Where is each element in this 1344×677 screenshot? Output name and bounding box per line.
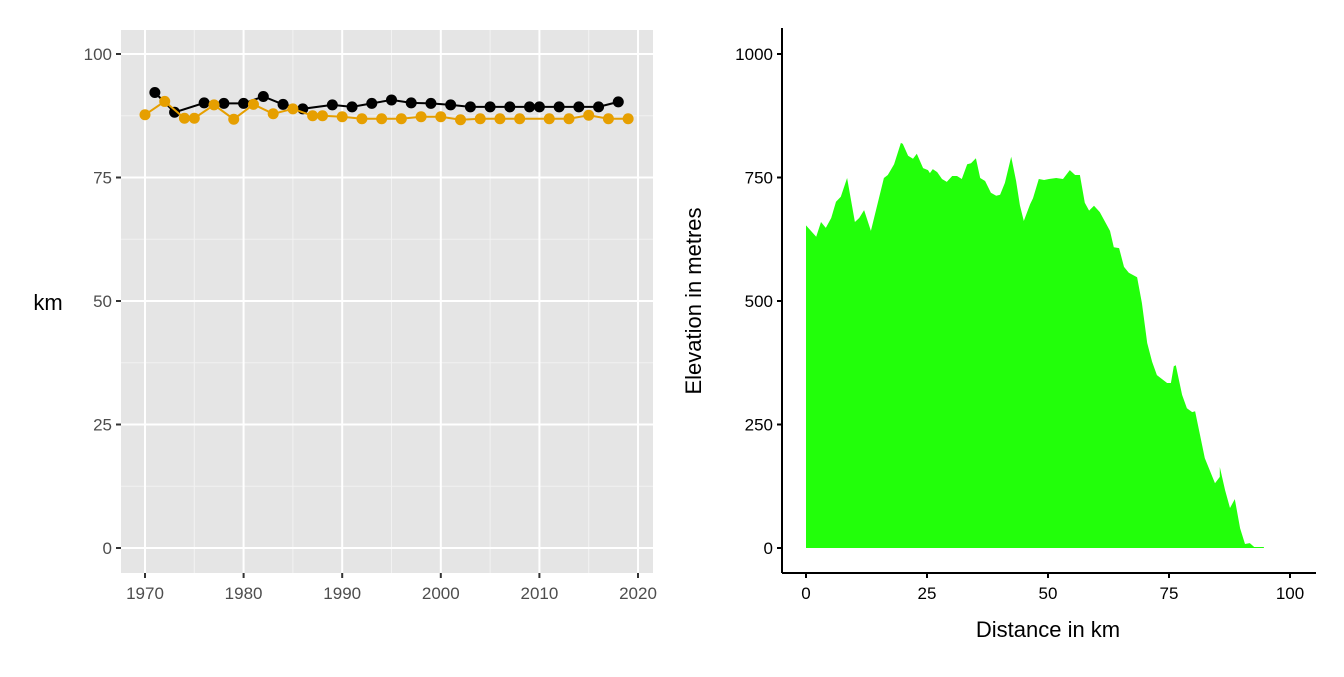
data-point <box>228 113 240 125</box>
data-point <box>257 90 269 102</box>
data-point <box>455 114 467 126</box>
data-point <box>563 113 575 125</box>
data-point <box>287 103 299 115</box>
y-tick-label: 25 <box>93 416 112 435</box>
data-point <box>514 113 526 125</box>
right-x-axis-title: Distance in km <box>976 617 1120 642</box>
x-tick-label: 50 <box>1039 584 1058 603</box>
data-point <box>622 113 634 125</box>
left-series-group <box>139 87 634 126</box>
black-series <box>149 87 624 118</box>
y-tick-label: 50 <box>93 292 112 311</box>
data-point <box>159 95 171 107</box>
data-point <box>178 112 190 124</box>
left-y-axis-title: km <box>33 290 62 315</box>
y-tick-label: 750 <box>745 169 773 188</box>
y-tick-label: 100 <box>84 45 112 64</box>
data-point <box>504 101 516 113</box>
data-point <box>445 99 457 111</box>
data-point <box>188 112 200 124</box>
x-tick-label: 25 <box>918 584 937 603</box>
right-area-chart: 0 250 500 750 1000 0 25 50 75 100 Distance in km… <box>681 28 1316 642</box>
data-point <box>494 113 506 125</box>
right-y-axis: 0 250 500 750 1000 <box>735 28 783 573</box>
left-line-chart: 0 25 50 75 100 1970 1980 1990 2000 2010 2020 km <box>33 30 657 603</box>
data-point <box>524 101 536 113</box>
data-point <box>395 113 407 125</box>
x-tick-label: 1980 <box>225 584 263 603</box>
data-point <box>316 110 328 122</box>
x-tick-label: 1970 <box>126 584 164 603</box>
y-tick-label: 75 <box>93 169 112 188</box>
left-major-gridlines <box>121 30 653 573</box>
data-point <box>208 99 220 111</box>
data-point <box>326 99 338 111</box>
data-point <box>386 94 397 106</box>
elevation-area <box>806 142 1264 548</box>
data-point <box>336 111 348 123</box>
data-point <box>583 109 595 121</box>
x-tick-label: 100 <box>1276 584 1304 603</box>
y-tick-label: 500 <box>745 292 773 311</box>
data-point <box>247 98 259 110</box>
x-tick-label: 75 <box>1160 584 1179 603</box>
x-tick-label: 2000 <box>422 584 460 603</box>
data-point <box>553 101 565 113</box>
data-point <box>474 113 486 125</box>
data-point <box>238 97 250 109</box>
x-tick-label: 1990 <box>323 584 361 603</box>
y-tick-label: 1000 <box>735 45 773 64</box>
data-point <box>376 113 388 125</box>
data-point <box>267 108 279 120</box>
x-tick-label: 2020 <box>619 584 657 603</box>
data-point <box>346 101 358 113</box>
data-point <box>464 101 476 113</box>
data-point <box>573 101 585 113</box>
data-point <box>277 98 289 110</box>
data-point <box>307 110 319 122</box>
data-point <box>366 97 378 109</box>
data-point <box>533 101 545 113</box>
x-tick-label: 2010 <box>520 584 558 603</box>
left-y-axis: 0 25 50 75 100 <box>84 45 121 558</box>
right-y-axis-title: Elevation in metres <box>681 207 706 394</box>
y-tick-label: 0 <box>764 539 773 558</box>
left-x-axis: 1970 1980 1990 2000 2010 2020 <box>126 573 657 603</box>
y-tick-label: 250 <box>745 416 773 435</box>
data-point <box>484 101 496 113</box>
data-point <box>593 101 605 113</box>
data-point <box>169 106 181 118</box>
right-x-axis: 0 25 50 75 100 <box>782 572 1316 603</box>
data-point <box>149 87 161 99</box>
x-tick-label: 0 <box>801 584 810 603</box>
data-point <box>415 111 427 123</box>
data-point <box>612 96 624 108</box>
data-point <box>139 109 151 121</box>
data-point <box>356 113 368 125</box>
orange-series <box>139 95 634 126</box>
data-point <box>602 113 614 125</box>
y-tick-label: 0 <box>103 539 112 558</box>
data-point <box>218 97 230 109</box>
data-point <box>425 97 437 109</box>
data-point <box>405 97 417 109</box>
data-point <box>543 113 555 125</box>
data-point <box>198 97 210 109</box>
data-point <box>435 111 447 123</box>
